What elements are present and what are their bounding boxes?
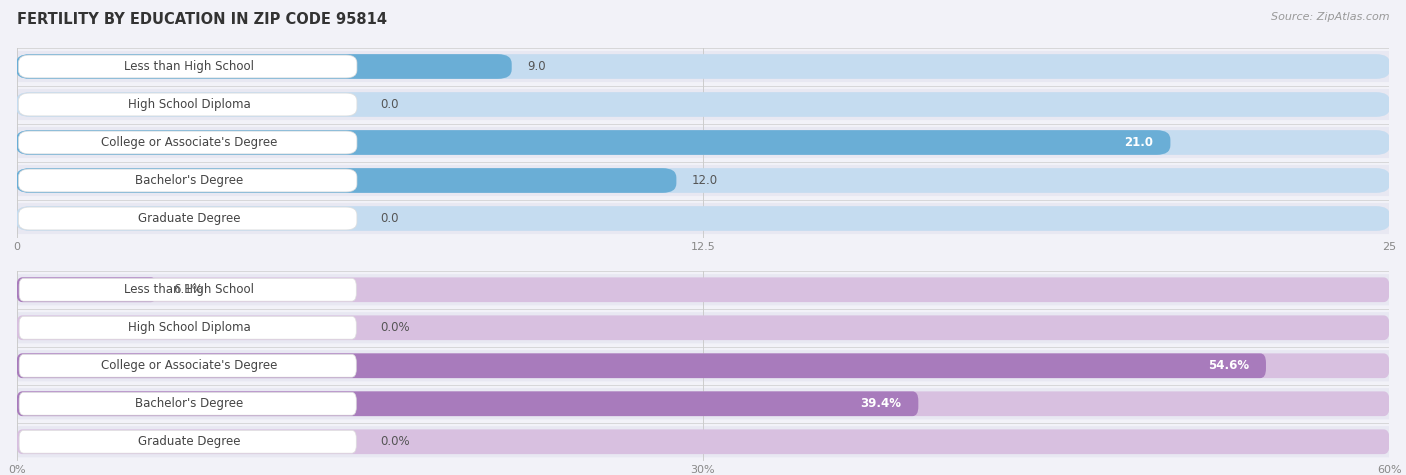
FancyBboxPatch shape — [17, 353, 1265, 378]
Text: 0.0%: 0.0% — [381, 321, 411, 334]
FancyBboxPatch shape — [17, 315, 1389, 340]
FancyBboxPatch shape — [15, 130, 1391, 155]
Text: Graduate Degree: Graduate Degree — [138, 435, 240, 448]
Text: Less than High School: Less than High School — [124, 60, 254, 73]
FancyBboxPatch shape — [17, 391, 1389, 416]
Text: Bachelor's Degree: Bachelor's Degree — [135, 174, 243, 187]
FancyBboxPatch shape — [17, 350, 1389, 381]
FancyBboxPatch shape — [20, 392, 356, 415]
Text: 54.6%: 54.6% — [1208, 359, 1249, 372]
Text: Bachelor's Degree: Bachelor's Degree — [135, 397, 243, 410]
Text: Graduate Degree: Graduate Degree — [138, 212, 240, 225]
FancyBboxPatch shape — [15, 206, 1391, 231]
Text: High School Diploma: High School Diploma — [128, 321, 250, 334]
FancyBboxPatch shape — [17, 127, 1389, 158]
FancyBboxPatch shape — [15, 92, 1391, 117]
FancyBboxPatch shape — [20, 354, 356, 377]
FancyBboxPatch shape — [15, 54, 512, 79]
Text: 9.0: 9.0 — [527, 60, 546, 73]
FancyBboxPatch shape — [17, 274, 1389, 305]
FancyBboxPatch shape — [17, 353, 1389, 378]
FancyBboxPatch shape — [18, 131, 357, 154]
Text: 0.0%: 0.0% — [381, 435, 411, 448]
FancyBboxPatch shape — [17, 429, 1389, 454]
FancyBboxPatch shape — [17, 89, 1389, 120]
FancyBboxPatch shape — [20, 278, 356, 301]
Text: 6.1%: 6.1% — [173, 283, 202, 296]
FancyBboxPatch shape — [15, 130, 1170, 155]
FancyBboxPatch shape — [18, 55, 357, 78]
Text: College or Associate's Degree: College or Associate's Degree — [101, 359, 277, 372]
FancyBboxPatch shape — [17, 391, 918, 416]
FancyBboxPatch shape — [17, 312, 1389, 343]
FancyBboxPatch shape — [18, 207, 357, 230]
FancyBboxPatch shape — [15, 168, 676, 193]
Text: 0.0: 0.0 — [381, 212, 399, 225]
Text: Less than High School: Less than High School — [124, 283, 254, 296]
FancyBboxPatch shape — [17, 388, 1389, 419]
FancyBboxPatch shape — [17, 51, 1389, 82]
FancyBboxPatch shape — [20, 316, 356, 339]
Text: 21.0: 21.0 — [1125, 136, 1153, 149]
Text: 0.0: 0.0 — [381, 98, 399, 111]
Text: College or Associate's Degree: College or Associate's Degree — [101, 136, 277, 149]
FancyBboxPatch shape — [15, 168, 1391, 193]
Text: 39.4%: 39.4% — [860, 397, 901, 410]
FancyBboxPatch shape — [20, 430, 356, 453]
Text: 12.0: 12.0 — [692, 174, 718, 187]
Text: Source: ZipAtlas.com: Source: ZipAtlas.com — [1271, 12, 1389, 22]
FancyBboxPatch shape — [17, 203, 1389, 234]
FancyBboxPatch shape — [17, 277, 156, 302]
FancyBboxPatch shape — [17, 426, 1389, 457]
FancyBboxPatch shape — [18, 169, 357, 192]
FancyBboxPatch shape — [17, 165, 1389, 196]
FancyBboxPatch shape — [15, 54, 1391, 79]
FancyBboxPatch shape — [18, 93, 357, 116]
FancyBboxPatch shape — [17, 277, 1389, 302]
Text: FERTILITY BY EDUCATION IN ZIP CODE 95814: FERTILITY BY EDUCATION IN ZIP CODE 95814 — [17, 12, 387, 27]
Text: High School Diploma: High School Diploma — [128, 98, 250, 111]
